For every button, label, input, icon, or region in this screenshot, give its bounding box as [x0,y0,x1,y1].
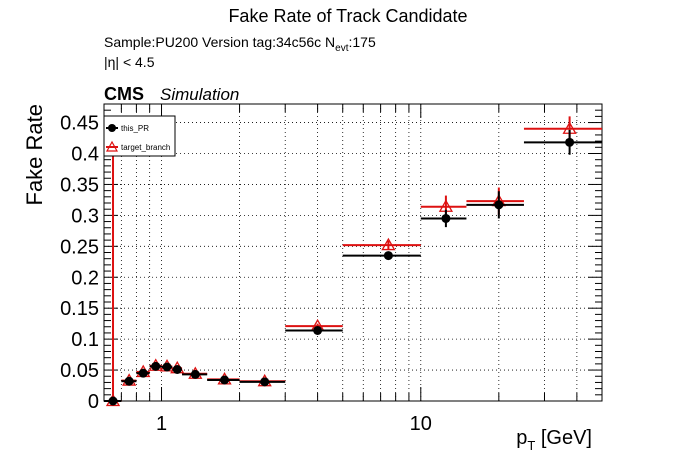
circle-marker [565,137,575,147]
data-point-this_PR [136,368,150,378]
data-point-target_branch [104,122,122,407]
circle-marker [151,361,161,371]
legend-label: target_branch [121,143,170,152]
circle-marker [313,325,323,335]
sample-text: Sample:PU200 Version tag:34c56c N [104,34,336,50]
y-tick-label: 0.3 [71,205,99,227]
data-series [104,116,602,407]
data-point-this_PR [466,191,524,219]
data-point-this_PR [161,362,173,372]
y-axis-label: Fake Rate [22,104,47,206]
axis-ticks [103,104,603,402]
circle-marker [494,200,504,210]
y-tick-label: 0 [88,391,99,413]
sample-count: :175 [348,34,376,50]
series-this_PR [104,129,602,406]
data-point-this_PR [523,129,602,155]
data-point-this_PR [420,209,467,228]
chart-title: Fake Rate of Track Candidate [228,6,468,26]
legend-label: this_PR [121,124,149,133]
simulation-label: Simulation [160,85,240,104]
x-tick-label: 1 [156,413,167,435]
data-point-this_PR [342,251,421,261]
y-tick-label: 0.45 [60,113,99,135]
data-point-this_PR [149,361,162,371]
y-tick-label: 0.1 [71,329,99,351]
legend-triangle-marker [105,140,119,152]
data-point-this_PR [121,376,137,386]
y-tick-label: 0.05 [60,360,99,382]
data-point-target_branch [420,195,467,218]
cms-label: CMS [104,84,144,104]
x-tick-label: 10 [410,413,432,435]
data-point-target_branch [523,116,602,142]
y-tick-label: 0.4 [71,144,99,166]
grid-lines [103,104,603,402]
y-tick-label: 0.25 [60,236,99,258]
data-point-this_PR [285,325,343,335]
plot-frame [103,103,603,402]
sample-info: Sample:PU200 Version tag:34c56c Nevt:175 [104,34,376,54]
data-point-target_branch [342,237,421,251]
circle-marker [190,369,200,379]
x-axis-label: pT [GeV] [516,427,592,453]
circle-marker [441,213,451,223]
circle-marker [260,377,270,387]
eta-cut-label: |η| < 4.5 [104,54,155,70]
data-point-this_PR [239,377,286,387]
data-point-this_PR [182,369,208,379]
circle-marker [138,368,148,378]
legend: this_PR target_branch [103,115,176,157]
y-tick-label: 0.35 [60,174,99,196]
circle-marker [172,364,182,374]
circle-marker [220,375,230,385]
circle-marker [162,362,172,372]
circle-marker [383,251,393,261]
data-point-this_PR [104,396,122,406]
circle-marker [108,396,118,406]
sample-subscript: evt [335,42,349,54]
y-tick-label: 0.15 [60,298,99,320]
legend-circle-marker [108,124,116,132]
y-tick-label: 0.2 [71,267,99,289]
data-point-this_PR [207,375,240,385]
circle-marker [124,376,134,386]
data-point-target_branch [466,187,524,215]
triangle-marker [381,237,396,251]
series-target_branch [104,116,602,407]
axis-tick-labels: 1 10 0 0.05 0.1 0.15 0.2 0.25 0.3 0.35 0.4 0.45 [60,113,432,435]
data-point-this_PR [172,364,183,374]
